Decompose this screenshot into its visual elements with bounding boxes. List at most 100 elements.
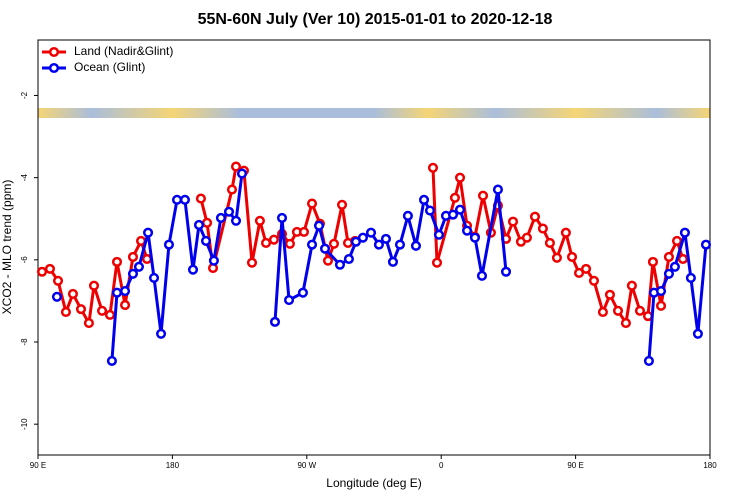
x-axis-label: Longitude (deg E): [326, 476, 421, 490]
y-tick-label: -4: [20, 174, 29, 182]
x-tick-label: 90 W: [297, 461, 316, 470]
data-point: [431, 257, 443, 268]
data-point: [223, 206, 235, 217]
data-point: [276, 212, 288, 223]
data-point: [127, 251, 139, 263]
data-point: [350, 236, 361, 247]
data-point: [433, 229, 445, 240]
data-point: [597, 306, 608, 318]
data-point: [268, 234, 279, 245]
data-point: [106, 355, 117, 366]
data-point: [306, 198, 318, 209]
y-axis-label: XCO2 - MLO trend (ppm): [0, 180, 14, 315]
data-point: [120, 299, 131, 311]
data-point: [492, 184, 503, 195]
data-point: [537, 223, 548, 234]
data-point: [410, 240, 422, 251]
y-tick-label: -6: [20, 256, 29, 264]
data-point: [83, 318, 94, 329]
data-point: [402, 210, 413, 221]
data-point: [51, 291, 63, 302]
data-point: [573, 267, 585, 279]
data-point: [284, 238, 295, 249]
data-point: [380, 233, 391, 244]
data-point: [454, 172, 466, 183]
data-point: [560, 227, 571, 238]
data-point: [469, 232, 480, 243]
data-point: [52, 275, 64, 286]
data-point: [230, 161, 242, 172]
data-point: [373, 239, 384, 250]
data-point: [148, 272, 160, 283]
data-point: [260, 237, 272, 249]
data-point: [328, 238, 340, 249]
data-point: [620, 318, 631, 329]
data-point: [544, 237, 555, 249]
data-point: [477, 190, 489, 201]
data-point: [461, 225, 473, 236]
data-point: [171, 194, 183, 205]
y-tick-label: -2: [20, 91, 29, 99]
data-point: [67, 288, 78, 299]
data-point: [88, 280, 100, 291]
data-point: [201, 217, 213, 228]
data-point: [36, 266, 48, 277]
x-tick-label: 90 E: [567, 461, 583, 470]
data-point: [313, 220, 325, 231]
data-point: [604, 289, 615, 300]
data-point: [454, 204, 466, 215]
legend-label: Land (Nadir&Glint): [74, 44, 173, 58]
data-point: [394, 239, 406, 250]
data-point: [283, 295, 295, 306]
data-point: [193, 219, 205, 230]
data-point: [387, 256, 399, 267]
data-point: [111, 287, 123, 298]
data-point: [215, 212, 226, 223]
data-point: [700, 239, 712, 250]
x-tick-label: 180: [703, 461, 717, 470]
data-point: [626, 280, 637, 291]
data-point: [449, 192, 460, 203]
data-point: [424, 205, 436, 216]
data-point: [120, 286, 131, 297]
data-point: [692, 328, 703, 339]
data-point: [195, 193, 206, 204]
data-point: [143, 227, 154, 238]
data-point: [551, 252, 562, 263]
data-point: [643, 355, 654, 366]
data-point: [254, 215, 265, 226]
x-tick-label: 180: [166, 461, 180, 470]
data-point: [179, 194, 190, 205]
legend-marker: [48, 62, 60, 74]
data-point: [156, 328, 167, 339]
data-point: [500, 266, 512, 277]
data-point: [297, 287, 308, 298]
data-point: [663, 251, 674, 263]
data-point: [336, 199, 348, 210]
data-point: [200, 235, 212, 246]
x-tick-label: 90 E: [30, 461, 46, 470]
data-point: [236, 168, 248, 179]
data-point: [322, 255, 334, 266]
data-point: [343, 253, 354, 265]
data-point: [187, 264, 199, 275]
data-point: [581, 263, 592, 274]
data-point: [60, 306, 71, 318]
data-point: [246, 257, 258, 268]
data-point: [111, 256, 123, 267]
data-point: [365, 227, 377, 238]
data-point: [476, 270, 488, 281]
data-point: [127, 268, 139, 279]
data-point: [655, 300, 667, 311]
data-point: [230, 215, 242, 226]
data-point: [133, 261, 144, 272]
data-point: [655, 286, 667, 297]
data-point: [357, 232, 368, 243]
y-tick-label: -8: [20, 338, 29, 346]
data-point: [163, 239, 175, 250]
data-point: [685, 272, 696, 283]
x-tick-label: 0: [439, 461, 444, 470]
y-tick-label: -10: [20, 418, 29, 430]
